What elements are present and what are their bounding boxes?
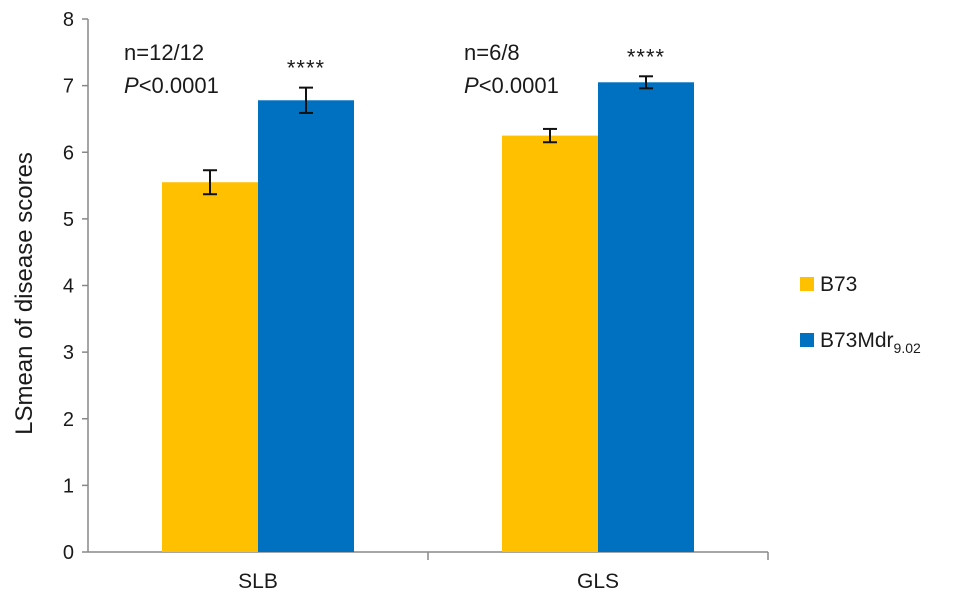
legend-item: B73 (800, 273, 857, 296)
legend-item: B73Mdr9.02 (800, 329, 921, 356)
legend-swatch (800, 277, 814, 291)
significance-stars: **** (287, 56, 325, 81)
p-value-annotation: P<0.0001 (124, 73, 219, 98)
p-value-annotation: P<0.0001 (464, 73, 559, 98)
error-bar (639, 75, 653, 90)
x-tick-label: GLS (577, 570, 619, 593)
significance-stars: **** (627, 44, 665, 69)
legend-swatch (800, 333, 814, 347)
y-tick-label: 1 (63, 475, 74, 497)
y-tick-label: 7 (63, 76, 74, 98)
legend: B73 B73Mdr9.02 (800, 273, 921, 356)
x-axis-ticks: SLB GLS (238, 552, 769, 593)
bar (502, 135, 598, 552)
x-tick-label: SLB (238, 570, 278, 593)
y-axis-ticks: 0 1 2 3 4 5 6 7 8 (63, 9, 88, 564)
bars (162, 82, 694, 552)
sample-size-annotation: n=6/8 (464, 40, 520, 65)
y-tick-label: 6 (63, 142, 74, 164)
error-bar (203, 169, 217, 196)
annotations: n=12/12 P<0.0001 **** n=6/8 P<0.0001 **** (124, 40, 665, 98)
y-tick-label: 2 (63, 409, 74, 431)
y-axis-label: LSmean of disease scores (11, 152, 38, 435)
y-tick-label: 3 (63, 342, 74, 364)
bar (258, 100, 354, 552)
legend-label: B73 (820, 273, 857, 296)
y-tick-label: 8 (63, 9, 74, 31)
y-tick-label: 5 (63, 209, 74, 231)
sample-size-annotation: n=12/12 (124, 40, 204, 65)
y-tick-label: 4 (63, 276, 74, 298)
bar (162, 182, 258, 552)
error-bars (203, 75, 653, 196)
error-bar (299, 86, 313, 114)
y-tick-label: 0 (63, 542, 74, 564)
legend-label: B73Mdr9.02 (820, 329, 921, 356)
bar (598, 82, 694, 552)
error-bar (543, 127, 557, 144)
